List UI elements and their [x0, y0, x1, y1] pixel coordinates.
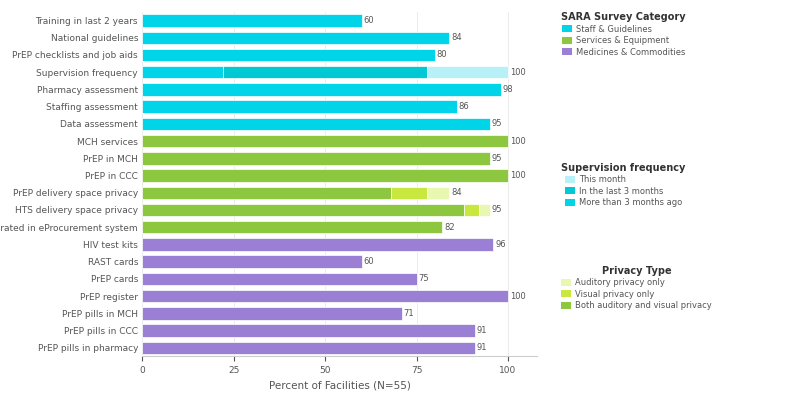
Text: 75: 75 [419, 274, 429, 284]
Bar [142, 32, 450, 44]
Bar [142, 221, 442, 233]
Bar [142, 14, 362, 27]
Bar [142, 101, 457, 113]
Text: 60: 60 [363, 16, 374, 25]
Bar [142, 307, 402, 320]
Text: 95: 95 [491, 154, 502, 163]
Bar [142, 49, 435, 61]
Bar [142, 83, 501, 95]
Text: 86: 86 [458, 102, 469, 111]
Text: 82: 82 [444, 223, 454, 232]
Bar [142, 152, 490, 164]
X-axis label: Percent of Facilities (N=55): Percent of Facilities (N=55) [269, 381, 411, 391]
Text: 84: 84 [451, 188, 462, 197]
Bar [142, 238, 493, 251]
Bar [427, 187, 450, 199]
Bar [142, 204, 464, 216]
Bar [142, 273, 416, 285]
Bar [142, 342, 475, 354]
Bar [223, 66, 427, 78]
Bar [142, 255, 362, 268]
Bar [391, 187, 427, 199]
Legend: Auditory privacy only, Visual privacy only, Both auditory and visual privacy: Auditory privacy only, Visual privacy on… [561, 266, 712, 310]
Bar [464, 204, 479, 216]
Text: 60: 60 [363, 257, 374, 266]
Text: 71: 71 [404, 309, 414, 318]
Bar [142, 290, 508, 302]
Text: 95: 95 [491, 119, 502, 128]
Text: 91: 91 [477, 326, 487, 335]
Bar [142, 135, 508, 147]
Text: 95: 95 [491, 206, 502, 215]
Bar [142, 169, 508, 182]
Text: 100: 100 [510, 171, 525, 180]
Text: 91: 91 [477, 343, 487, 352]
Text: 100: 100 [510, 68, 525, 77]
Text: 100: 100 [510, 291, 525, 301]
Text: 98: 98 [502, 85, 513, 94]
Bar [142, 66, 223, 78]
Text: 84: 84 [451, 33, 462, 42]
Bar [142, 324, 475, 337]
Bar [479, 204, 490, 216]
Text: 80: 80 [437, 50, 447, 59]
Bar [142, 118, 490, 130]
Text: 100: 100 [510, 137, 525, 146]
Bar [142, 187, 391, 199]
Text: 96: 96 [495, 240, 506, 249]
Bar [427, 66, 508, 78]
